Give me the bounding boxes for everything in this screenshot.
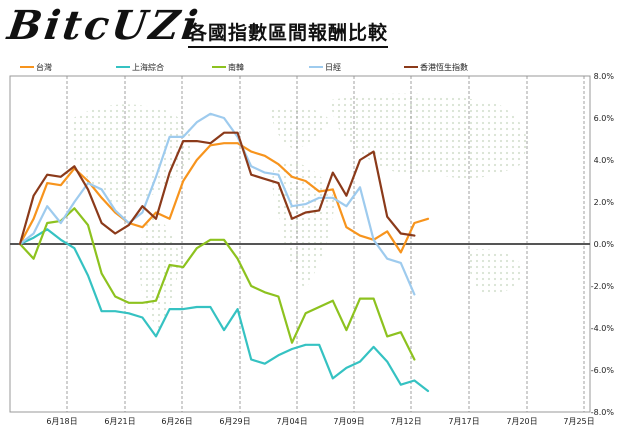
series-line-4 bbox=[18, 131, 416, 246]
x-tick-label: 6月21日 bbox=[104, 417, 135, 426]
y-tick-label: 6.0% bbox=[594, 114, 615, 123]
x-tick-label: 6月29日 bbox=[219, 417, 250, 426]
series-line-1 bbox=[18, 228, 430, 393]
x-tick-label: 7月12日 bbox=[390, 417, 421, 426]
y-tick-label: -8.0% bbox=[591, 408, 615, 417]
x-tick-label: 6月18日 bbox=[46, 417, 77, 426]
y-tick-label: 0.0% bbox=[594, 240, 615, 249]
legend-label: 上海綜合 bbox=[132, 62, 164, 72]
x-tick-label: 7月17日 bbox=[448, 417, 479, 426]
legend-label: 南韓 bbox=[228, 62, 244, 72]
x-tick-label: 7月04日 bbox=[276, 417, 307, 426]
y-tick-label: -6.0% bbox=[591, 366, 615, 375]
x-tick-label: 7月09日 bbox=[333, 417, 364, 426]
x-axis-ticks: 6月18日 6月21日 6月26日 6月29日 7月04日 7月09日 7月12日 7月17日… bbox=[46, 417, 594, 426]
y-tick-label: 4.0% bbox=[594, 156, 615, 165]
series-line-0 bbox=[18, 142, 430, 254]
legend-label: 日經 bbox=[325, 62, 341, 72]
legend-item-1: 上海綜合 bbox=[116, 62, 164, 72]
y-tick-label: 8.0% bbox=[594, 72, 615, 81]
legend-label: 香港恆生指數 bbox=[420, 62, 468, 72]
legend-label: 台灣 bbox=[36, 62, 52, 72]
series-line-2 bbox=[18, 207, 416, 361]
chart-title: 各國指數區間報酬比較 bbox=[188, 18, 389, 48]
y-axis-ticks: 8.0% 6.0% 4.0% 2.0% 0.0% -2.0% -4.0% -6.0% -8.0% bbox=[591, 72, 615, 417]
y-tick-label: 2.0% bbox=[594, 198, 615, 207]
x-tick-label: 7月20日 bbox=[506, 417, 537, 426]
legend-item-0: 台灣 bbox=[20, 62, 52, 72]
x-tick-label: 6月26日 bbox=[161, 417, 192, 426]
legend-item-3: 日經 bbox=[309, 62, 341, 72]
legend: 台灣 上海綜合 南韓 日經 香港恆生指數 bbox=[20, 62, 468, 72]
y-tick-label: -4.0% bbox=[591, 324, 615, 333]
legend-item-2: 南韓 bbox=[212, 62, 244, 72]
legend-item-4: 香港恆生指數 bbox=[404, 62, 468, 72]
series-lines bbox=[18, 112, 430, 393]
x-tick-label: 7月25日 bbox=[563, 417, 594, 426]
y-tick-label: -2.0% bbox=[591, 282, 615, 291]
